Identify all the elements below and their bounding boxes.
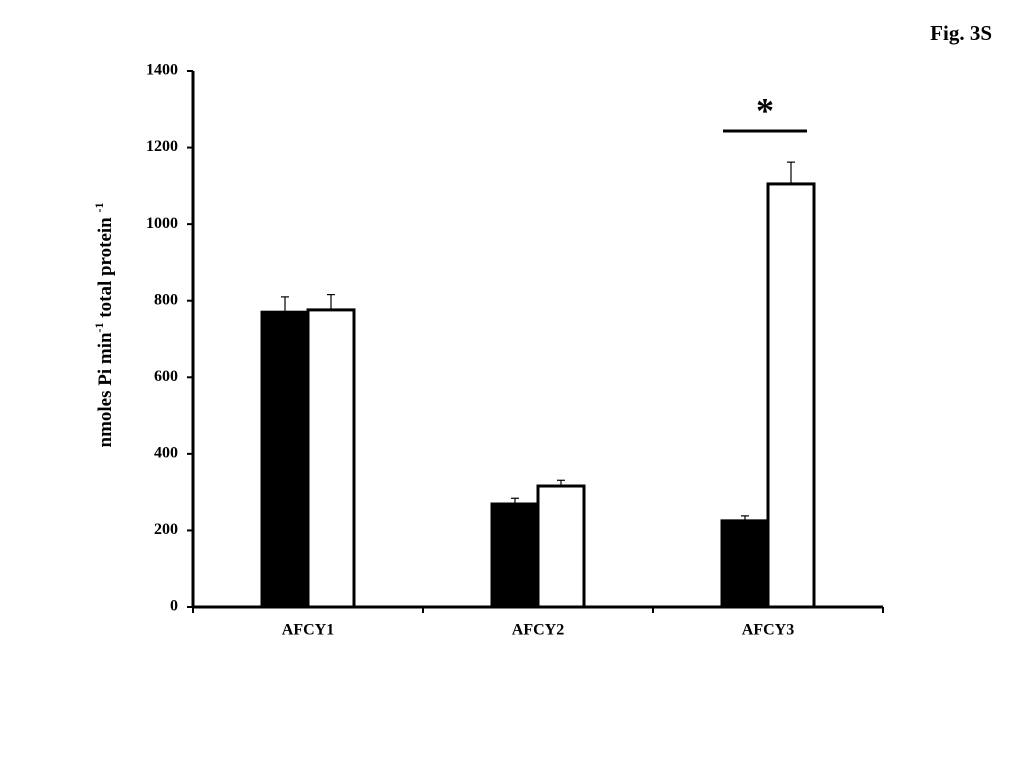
y-axis-label: nmoles Pi min-1 total protein -1 bbox=[92, 202, 117, 447]
bar bbox=[720, 519, 770, 609]
y-tick-label: 1200 bbox=[146, 138, 178, 155]
y-axis-label-part: -1 bbox=[92, 202, 106, 212]
x-tick-label: AFCY2 bbox=[512, 622, 564, 639]
bar bbox=[260, 310, 310, 609]
y-tick-label: 400 bbox=[154, 445, 178, 462]
y-axis-label-part: nmoles Pi min bbox=[95, 332, 116, 447]
y-tick-label: 0 bbox=[170, 598, 178, 615]
y-tick-label: 200 bbox=[154, 521, 178, 538]
bar bbox=[766, 182, 816, 609]
y-tick-label: 1400 bbox=[146, 62, 178, 79]
x-tick-label: AFCY1 bbox=[282, 622, 334, 639]
y-axis-label-part: -1 bbox=[92, 322, 106, 332]
chart-title: Fig. 3S bbox=[930, 21, 992, 45]
y-tick-label: 600 bbox=[154, 368, 178, 385]
y-tick-label: 1000 bbox=[146, 215, 178, 232]
bar bbox=[306, 308, 356, 609]
significance-marker: * bbox=[756, 90, 774, 130]
y-tick-label: 800 bbox=[154, 291, 178, 308]
x-tick-label: AFCY3 bbox=[742, 622, 794, 639]
bar bbox=[490, 502, 540, 609]
bar bbox=[536, 484, 586, 609]
y-axis-label-part: total protein bbox=[95, 212, 116, 322]
